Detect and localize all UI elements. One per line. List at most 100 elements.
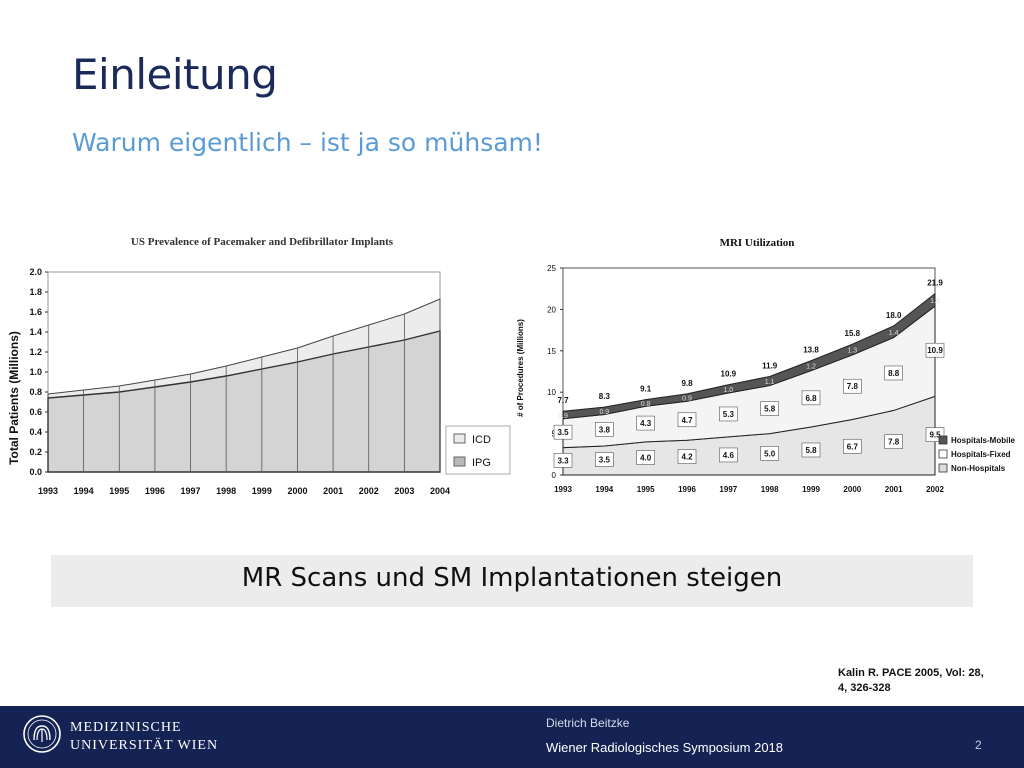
data-label-box bbox=[636, 415, 655, 431]
y-axis-label: # of Procedures (Millions) bbox=[516, 319, 525, 417]
data-label-total: 9.1 bbox=[640, 385, 652, 394]
x-tick-label: 2000 bbox=[843, 485, 861, 494]
data-label-hospitals-mobile: 1.0 bbox=[723, 387, 733, 394]
legend-swatch bbox=[938, 463, 948, 473]
y-tick-label: 0.2 bbox=[29, 447, 42, 457]
university-name-line2: UNIVERSITÄT WIEN bbox=[70, 738, 219, 753]
data-label-box bbox=[595, 421, 614, 437]
data-label-hospitals-fixed: 5.3 bbox=[723, 410, 735, 419]
x-tick-label: 1996 bbox=[678, 485, 696, 494]
legend-label: Hospitals-Fixed bbox=[951, 450, 1011, 459]
data-label-hospitals-mobile: 0.8 bbox=[641, 401, 651, 408]
citation-line: 4, 326-328 bbox=[838, 682, 891, 694]
data-label-non-hospitals: 6.7 bbox=[847, 442, 859, 451]
data-label-non-hospitals: 4.6 bbox=[723, 451, 735, 460]
data-label-hospitals-fixed: 6.8 bbox=[805, 394, 817, 403]
data-label-total: 15.8 bbox=[845, 329, 861, 338]
data-label-total: 13.8 bbox=[803, 346, 819, 355]
y-tick-label: 15 bbox=[547, 347, 556, 356]
mri-utilization-chart: MRI Utilization # of Procedures (Million… bbox=[516, 237, 1015, 494]
y-tick-label: 0.8 bbox=[29, 387, 42, 397]
y-tick-label: 1.4 bbox=[29, 327, 42, 337]
data-label-non-hospitals: 5.8 bbox=[805, 446, 817, 455]
data-label-box bbox=[760, 401, 779, 416]
x-tick-label: 2003 bbox=[394, 486, 414, 496]
event-name: Wiener Radiologisches Symposium 2018 bbox=[546, 740, 784, 755]
data-label-box bbox=[884, 434, 903, 450]
legend: ICD IPG bbox=[445, 425, 511, 475]
x-tick-label: 1998 bbox=[761, 485, 779, 494]
y-tick-label: 2.0 bbox=[29, 267, 42, 277]
y-tick-label: 1.6 bbox=[29, 307, 42, 317]
y-tick-label: 0.6 bbox=[29, 407, 42, 417]
data-label-total: 9.8 bbox=[681, 379, 693, 388]
x-tick-label: 1993 bbox=[38, 486, 58, 496]
legend-swatch bbox=[938, 435, 948, 445]
y-tick-label: 20 bbox=[547, 305, 556, 314]
data-label-hospitals-fixed: 10.9 bbox=[927, 346, 943, 355]
legend-swatch-ipg bbox=[453, 456, 466, 467]
data-label-non-hospitals: 3.5 bbox=[599, 456, 611, 465]
data-label-hospitals-fixed: 4.7 bbox=[681, 416, 693, 425]
page-number: 2 bbox=[975, 738, 982, 752]
x-tick-label: 1995 bbox=[637, 485, 655, 494]
summary-banner: MR Scans und SM Implantationen steigen bbox=[51, 555, 973, 607]
university-name-line1: MEDIZINISCHE bbox=[70, 720, 182, 735]
y-axis-label: Total Patients (Millions) bbox=[7, 331, 21, 465]
data-label-total: 18.0 bbox=[886, 311, 902, 320]
data-label-hospitals-fixed: 4.3 bbox=[640, 419, 652, 428]
y-tick-label: 10 bbox=[547, 388, 556, 397]
footer-bar: MEDIZINISCHE UNIVERSITÄT WIEN Dietrich B… bbox=[0, 706, 1024, 768]
data-label-hospitals-mobile: 0.9 bbox=[599, 409, 609, 416]
data-label-hospitals-mobile: 1.3 bbox=[847, 348, 857, 355]
data-label-non-hospitals: 7.8 bbox=[888, 438, 900, 447]
x-tick-label: 2001 bbox=[885, 485, 903, 494]
data-label-total: 10.9 bbox=[721, 370, 737, 379]
data-label-box bbox=[843, 378, 862, 394]
legend: Hospitals-Mobile Hospitals-Fixed Non-Hospi… bbox=[938, 435, 1015, 473]
data-label-box bbox=[677, 412, 697, 428]
data-label-hospitals-fixed: 8.8 bbox=[888, 369, 900, 378]
data-label-hospitals-mobile: 1.5 bbox=[930, 298, 940, 305]
x-tick-label: 2001 bbox=[323, 486, 343, 496]
data-label-hospitals-fixed: 7.8 bbox=[847, 382, 859, 391]
legend-swatch bbox=[938, 449, 948, 459]
x-tick-label: 1993 bbox=[554, 485, 572, 494]
data-label-non-hospitals: 4.0 bbox=[640, 453, 652, 462]
data-label-hospitals-fixed: 3.8 bbox=[599, 425, 611, 434]
legend-swatch-icd bbox=[453, 433, 466, 444]
university-seal-icon bbox=[23, 715, 61, 753]
legend-label-icd: ICD bbox=[472, 434, 491, 446]
y-tick-label: 0 bbox=[552, 471, 557, 480]
x-tick-label: 1999 bbox=[802, 485, 820, 494]
data-label-non-hospitals: 9.5 bbox=[929, 431, 941, 440]
data-label-total: 11.9 bbox=[762, 361, 778, 370]
data-label-non-hospitals: 3.3 bbox=[557, 456, 569, 465]
data-label-box bbox=[677, 449, 697, 464]
x-tick-label: 1995 bbox=[109, 486, 129, 496]
x-tick-label: 1997 bbox=[181, 486, 201, 496]
data-label-hospitals-mobile: 0.9 bbox=[558, 413, 568, 420]
citation-line: Kalin R. PACE 2005, Vol: 28, bbox=[838, 667, 984, 679]
legend-label: Hospitals-Mobile bbox=[951, 436, 1015, 445]
data-label-hospitals-mobile: 1.4 bbox=[889, 330, 899, 337]
x-tick-label: 2004 bbox=[430, 486, 450, 496]
x-tick-label: 1997 bbox=[719, 485, 737, 494]
y-tick-label: 0.0 bbox=[29, 467, 42, 477]
data-label-non-hospitals: 5.0 bbox=[764, 449, 776, 458]
data-label-box bbox=[801, 442, 821, 458]
slide-title: Einleitung bbox=[72, 50, 278, 99]
data-label-box bbox=[843, 438, 862, 454]
data-label-hospitals-fixed: 5.8 bbox=[764, 405, 776, 414]
data-label-box bbox=[553, 453, 573, 468]
x-tick-label: 1998 bbox=[216, 486, 236, 496]
data-label-box bbox=[925, 342, 945, 358]
y-tick-label: 0.4 bbox=[29, 427, 42, 437]
series-area-hospitals-mobile bbox=[562, 292, 936, 420]
data-label-box bbox=[719, 447, 738, 463]
data-label-non-hospitals: 4.2 bbox=[681, 453, 693, 462]
data-label-box bbox=[760, 446, 779, 461]
data-label-box bbox=[719, 406, 738, 422]
data-label-box bbox=[553, 424, 573, 440]
x-tick-label: 1999 bbox=[252, 486, 272, 496]
